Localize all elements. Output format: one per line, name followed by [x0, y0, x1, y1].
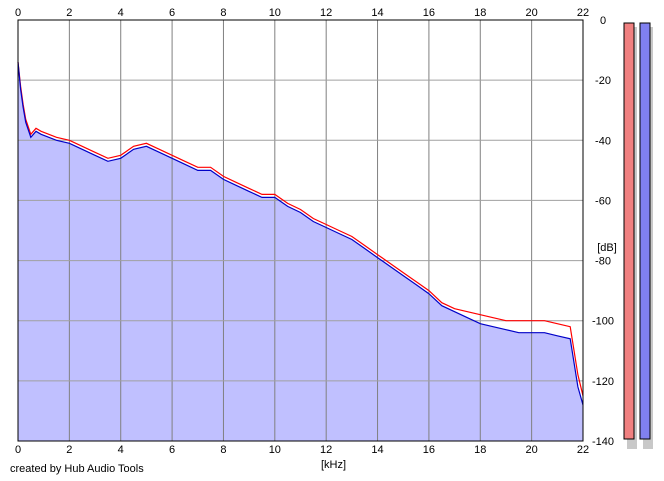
- y-tick-label: -40: [595, 135, 611, 147]
- x-tick-label-top: 0: [15, 7, 21, 19]
- x-axis-label: [kHz]: [321, 459, 346, 471]
- x-tick-label-bottom: 18: [474, 444, 486, 456]
- credit-text: created by Hub Audio Tools: [10, 463, 144, 475]
- level-meter-left: [623, 22, 635, 440]
- x-tick-label-top: 6: [169, 7, 175, 19]
- x-tick-label-top: 16: [423, 7, 435, 19]
- x-tick-label-top: 10: [269, 7, 281, 19]
- x-tick-label-bottom: 4: [118, 444, 124, 456]
- x-tick-label-bottom: 14: [371, 444, 383, 456]
- x-tick-label-top: 22: [577, 7, 589, 19]
- series-line-red: [17, 62, 584, 397]
- x-tick-label-top: 12: [320, 7, 332, 19]
- level-meter-right: [639, 22, 651, 440]
- x-tick-label-bottom: 8: [220, 444, 226, 456]
- y-tick-label: 0: [600, 15, 606, 27]
- x-tick-label-top: 8: [220, 7, 226, 19]
- y-tick-label: -120: [592, 376, 614, 388]
- x-tick-label-bottom: 16: [423, 444, 435, 456]
- spectrum-fill-area: [18, 62, 583, 441]
- x-tick-label-bottom: 12: [320, 444, 332, 456]
- x-tick-label-top: 20: [526, 7, 538, 19]
- plot-frame: [17, 19, 584, 442]
- x-tick-label-top: 2: [66, 7, 72, 19]
- y-tick-label: -60: [595, 195, 611, 207]
- x-tick-label-bottom: 22: [577, 444, 589, 456]
- y-tick-label: -140: [592, 436, 614, 448]
- x-tick-label-bottom: 0: [15, 444, 21, 456]
- x-tick-label-top: 18: [474, 7, 486, 19]
- x-tick-label-bottom: 10: [269, 444, 281, 456]
- x-tick-label-top: 4: [118, 7, 124, 19]
- x-tick-label-bottom: 20: [526, 444, 538, 456]
- series-line-blue: [17, 62, 584, 406]
- x-tick-label-bottom: 6: [169, 444, 175, 456]
- y-axis-label: [dB]: [597, 242, 617, 254]
- x-tick-label-bottom: 2: [66, 444, 72, 456]
- x-tick-label-top: 14: [371, 7, 383, 19]
- y-tick-label: -80: [595, 256, 611, 268]
- y-tick-label: -100: [592, 316, 614, 328]
- y-tick-label: -20: [595, 75, 611, 87]
